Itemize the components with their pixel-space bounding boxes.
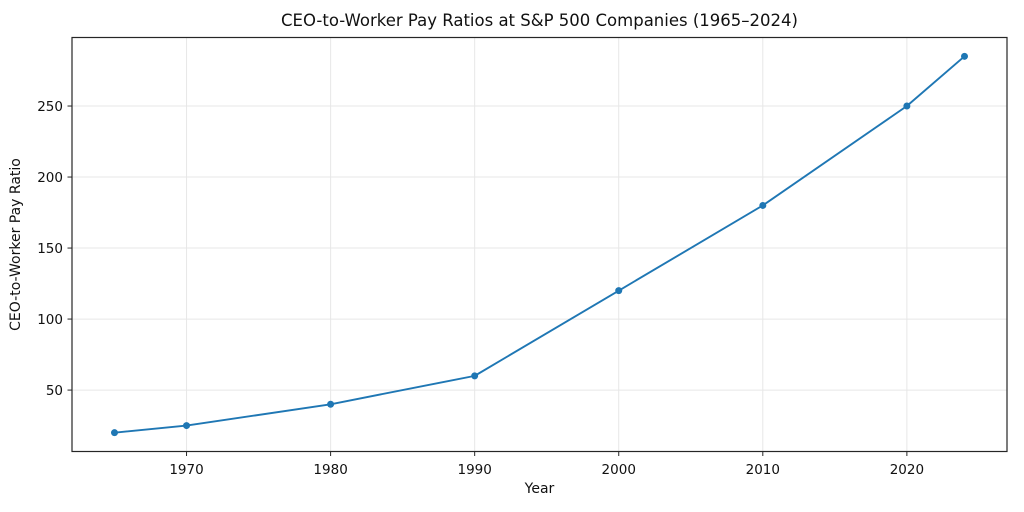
- y-tick-label: 250: [37, 99, 63, 115]
- x-tick-label: 1970: [169, 462, 203, 478]
- x-tick-label: 2010: [746, 462, 780, 478]
- x-tick-label: 1980: [313, 462, 347, 478]
- data-point: [111, 429, 118, 437]
- x-tick-label: 2020: [890, 462, 924, 478]
- plot-area: [71, 36, 1008, 453]
- data-point: [183, 422, 191, 430]
- chart-title: CEO-to-Worker Pay Ratios at S&P 500 Comp…: [281, 11, 798, 30]
- y-tick-label: 200: [37, 170, 63, 186]
- x-tick-label: 2000: [602, 462, 636, 478]
- data-line: [113, 55, 966, 434]
- y-tick-label: 100: [37, 312, 63, 328]
- x-tick-label: 1990: [457, 462, 491, 478]
- data-point: [759, 201, 767, 209]
- data-point: [961, 52, 968, 60]
- data-point: [327, 400, 335, 408]
- y-tick-label: 50: [46, 383, 63, 399]
- y-tick-label: 150: [37, 241, 63, 257]
- x-axis-label: Year: [524, 481, 555, 497]
- data-point: [903, 102, 911, 110]
- data-point: [615, 287, 623, 295]
- data-point: [471, 372, 479, 380]
- y-axis-label: CEO-to-Worker Pay Ratio: [8, 158, 24, 331]
